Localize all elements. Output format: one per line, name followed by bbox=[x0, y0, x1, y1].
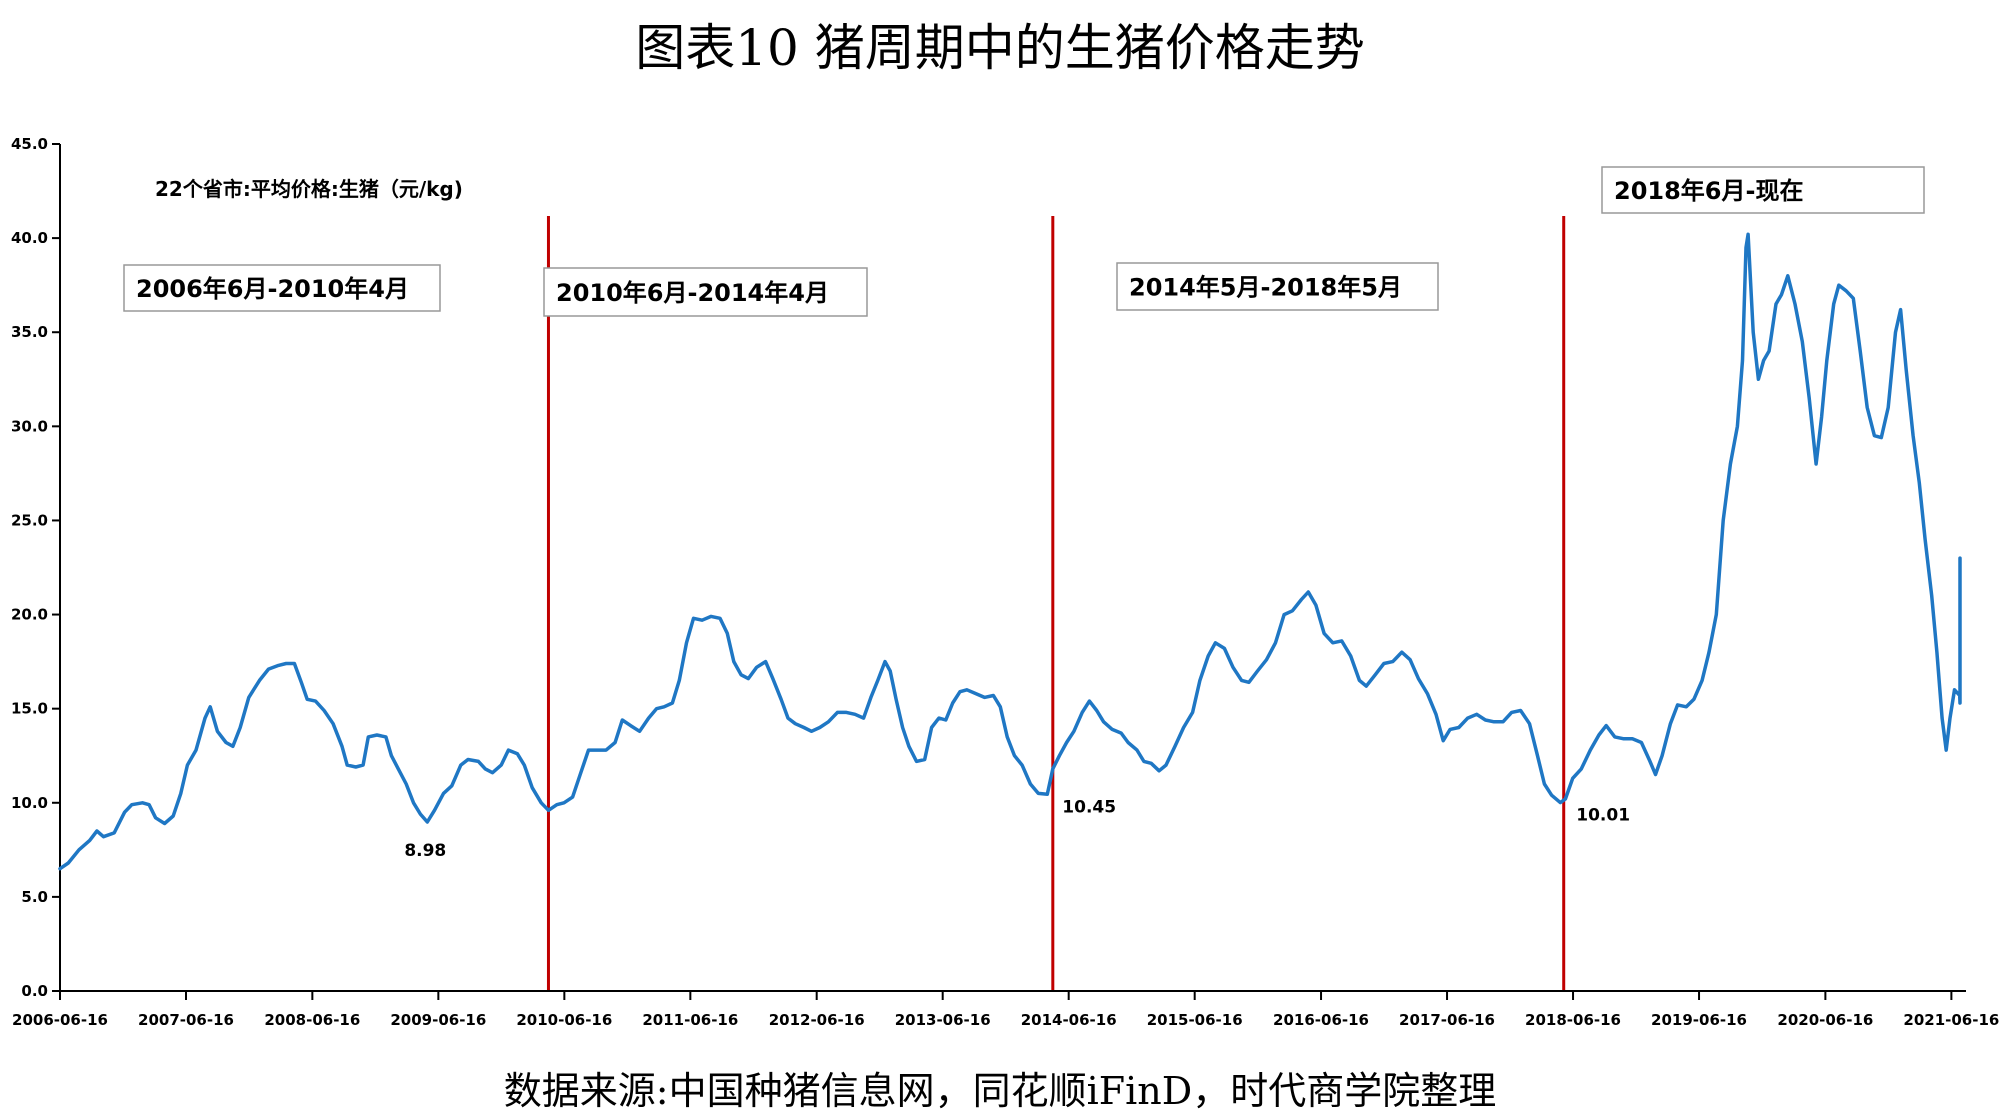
y-tick-label: 25.0 bbox=[11, 511, 48, 529]
y-tick-label: 15.0 bbox=[11, 700, 48, 718]
series-layer bbox=[58, 232, 1962, 871]
chart-axes: 0.0 5.0 10.0 15.0 20.0 25.0 30.0 35.0 40.0 45.0 20… bbox=[11, 135, 1999, 1029]
x-tick-label: 2015-06-16 bbox=[1147, 1011, 1243, 1029]
period-label: 2006年6月-2010年4月 bbox=[136, 275, 409, 303]
x-tick-label: 2017-06-16 bbox=[1399, 1011, 1495, 1029]
period-label: 2014年5月-2018年5月 bbox=[1129, 274, 1402, 302]
x-tick-label: 2021-06-16 bbox=[1903, 1011, 1999, 1029]
period-label-box bbox=[1601, 166, 1925, 214]
x-tick-label: 2006-06-16 bbox=[12, 1011, 108, 1029]
source-note: 数据来源:中国种猪信息网，同花顺iFinD，时代商学院整理 bbox=[503, 1069, 1497, 1113]
period-label-box bbox=[543, 267, 868, 317]
x-tick-label: 2010-06-16 bbox=[516, 1011, 612, 1029]
y-tick-label: 5.0 bbox=[21, 888, 48, 906]
y-tick-label: 35.0 bbox=[11, 323, 48, 341]
low-point-annotation: 10.01 bbox=[1576, 806, 1630, 826]
period-label-box bbox=[123, 264, 441, 312]
x-tick-label: 2019-06-16 bbox=[1651, 1011, 1747, 1029]
period-label: 2010年6月-2014年4月 bbox=[556, 279, 829, 307]
x-tick-label: 2009-06-16 bbox=[390, 1011, 486, 1029]
low-point-annotation: 10.45 bbox=[1062, 797, 1116, 817]
x-tick-label: 2008-06-16 bbox=[264, 1011, 360, 1029]
x-tick-label: 2012-06-16 bbox=[769, 1011, 865, 1029]
x-tick-label: 2011-06-16 bbox=[642, 1011, 738, 1029]
period-label: 2018年6月-现在 bbox=[1614, 177, 1803, 205]
price-series-line bbox=[58, 232, 1962, 871]
x-tick-label: 2020-06-16 bbox=[1777, 1011, 1873, 1029]
period-dividers bbox=[546, 216, 1566, 991]
y-tick-label: 0.0 bbox=[21, 982, 48, 1000]
label-layer: 22个省市:平均价格:生猪（元/kg) 2006年6月-2010年4月 2010年6… bbox=[123, 166, 1925, 861]
y-tick-label: 45.0 bbox=[11, 135, 48, 153]
series-label: 22个省市:平均价格:生猪（元/kg) bbox=[155, 177, 463, 201]
x-tick-label: 2013-06-16 bbox=[895, 1011, 991, 1029]
y-tick-label: 40.0 bbox=[11, 229, 48, 247]
x-tick-label: 2014-06-16 bbox=[1021, 1011, 1117, 1029]
x-tick-label: 2007-06-16 bbox=[138, 1011, 234, 1029]
y-tick-label: 20.0 bbox=[11, 606, 48, 624]
low-point-annotation: 8.98 bbox=[404, 841, 446, 861]
y-tick-label: 10.0 bbox=[11, 794, 48, 812]
chart-title: 图表10 猪周期中的生猪价格走势 bbox=[635, 19, 1365, 77]
x-tick-label: 2018-06-16 bbox=[1525, 1011, 1621, 1029]
x-tick-label: 2016-06-16 bbox=[1273, 1011, 1369, 1029]
y-tick-label: 30.0 bbox=[11, 417, 48, 435]
period-label-box bbox=[1116, 262, 1439, 311]
